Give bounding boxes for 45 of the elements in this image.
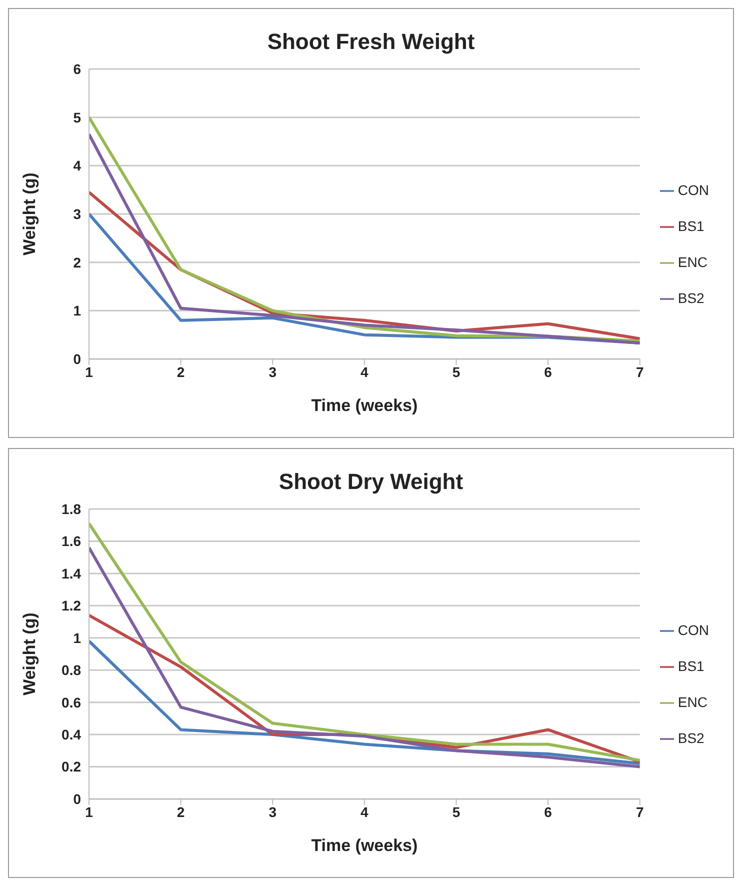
x-axis-title: Time (weeks) [311, 396, 418, 415]
legend-label: ENC [678, 254, 708, 270]
x-tick-label: 3 [268, 804, 277, 820]
x-tick-label: 2 [176, 804, 185, 820]
x-tick-label: 6 [544, 364, 552, 380]
x-tick-label: 6 [544, 804, 552, 820]
y-tick-label: 1.8 [62, 500, 82, 517]
y-tick-label: 0 [73, 350, 82, 367]
legend-label: BS1 [678, 218, 704, 234]
x-tick-label: 3 [268, 364, 277, 380]
y-axis-title: Weight (g) [20, 612, 40, 696]
x-tick-label: 4 [360, 804, 369, 820]
y-tick-label: 0 [73, 790, 82, 807]
y-tick-label: 5 [73, 109, 82, 126]
legend-label: BS1 [678, 658, 704, 674]
chart-title: Shoot Dry Weight [278, 468, 464, 496]
y-tick-label: 1.6 [62, 533, 82, 550]
x-tick-label: 2 [176, 364, 185, 380]
y-tick-label: 0.8 [62, 662, 82, 678]
legend-label: CON [678, 622, 709, 638]
y-tick-label: 1.4 [62, 565, 82, 582]
y-tick-label: 4 [73, 158, 82, 174]
x-tick-label: 1 [85, 364, 94, 380]
y-tick-label: 0.2 [62, 758, 82, 775]
y-tick-label: 1 [73, 630, 82, 646]
x-tick-label: 7 [636, 804, 644, 820]
y-tick-label: 0.4 [62, 726, 82, 743]
legend-label: ENC [678, 694, 708, 710]
x-tick-label: 1 [85, 804, 94, 820]
y-tick-label: 6 [73, 60, 82, 77]
y-tick-label: 3 [73, 206, 82, 222]
x-tick-label: 5 [452, 364, 460, 380]
y-tick-label: 1 [73, 302, 82, 319]
y-tick-label: 2 [73, 254, 82, 270]
legend-label: BS2 [678, 290, 704, 306]
legend-label: BS2 [678, 730, 704, 746]
y-axis-title: Weight (g) [20, 172, 40, 256]
x-tick-label: 4 [360, 364, 369, 380]
x-tick-label: 5 [452, 804, 460, 820]
y-tick-label: 1.2 [62, 598, 82, 614]
x-tick-label: 7 [636, 364, 644, 380]
chart-title: Shoot Fresh Weight [266, 28, 476, 56]
y-tick-label: 0.6 [62, 694, 82, 710]
x-axis-title: Time (weeks) [311, 836, 418, 855]
legend-label: CON [678, 182, 709, 198]
